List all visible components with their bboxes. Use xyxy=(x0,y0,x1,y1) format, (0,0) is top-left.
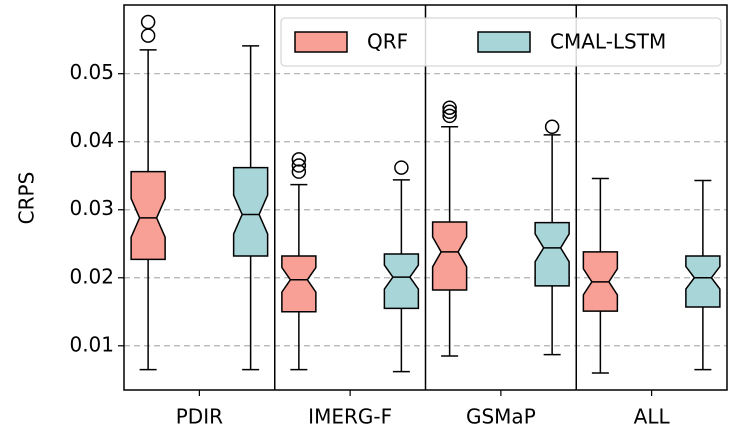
flier xyxy=(291,152,307,167)
box xyxy=(383,253,420,310)
box xyxy=(281,255,317,313)
legend-swatch xyxy=(477,31,531,53)
x-tick-label: ALL xyxy=(634,405,671,429)
flier xyxy=(394,160,409,175)
box xyxy=(130,170,166,261)
y-axis-label: CRPS xyxy=(15,172,39,225)
flier xyxy=(442,100,457,115)
legend-label: CMAL-LSTM xyxy=(550,30,666,54)
flier xyxy=(140,28,156,43)
flier xyxy=(140,14,156,30)
flier xyxy=(442,104,457,120)
legend-swatch xyxy=(294,31,348,53)
y-tick-label: 0.03 xyxy=(69,196,114,220)
x-tick-label: PDIR xyxy=(176,405,223,429)
y-tick-label: 0.01 xyxy=(69,332,114,356)
plot-frame xyxy=(123,4,728,391)
y-tick-label: 0.04 xyxy=(69,128,114,152)
x-tick-label: IMERG-F xyxy=(308,405,392,429)
x-tick-label: GSMaP xyxy=(466,405,536,429)
y-tick-label: 0.05 xyxy=(69,60,114,84)
flier xyxy=(442,108,457,124)
box xyxy=(685,255,721,308)
flier xyxy=(544,119,560,135)
y-tick-label: 0.02 xyxy=(69,264,114,288)
box xyxy=(232,166,269,257)
flier xyxy=(291,164,307,179)
box xyxy=(431,221,468,291)
box xyxy=(534,221,570,287)
flier xyxy=(291,158,307,173)
legend-label: QRF xyxy=(367,30,408,54)
